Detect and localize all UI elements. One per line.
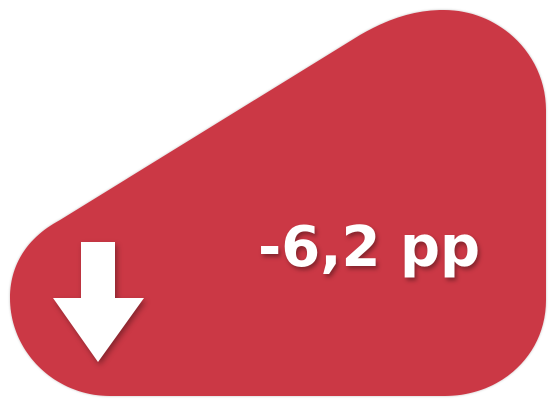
- arrow-down-icon: [53, 242, 144, 362]
- change-value: -6,2 pp: [258, 215, 481, 280]
- badge-body: [10, 10, 546, 396]
